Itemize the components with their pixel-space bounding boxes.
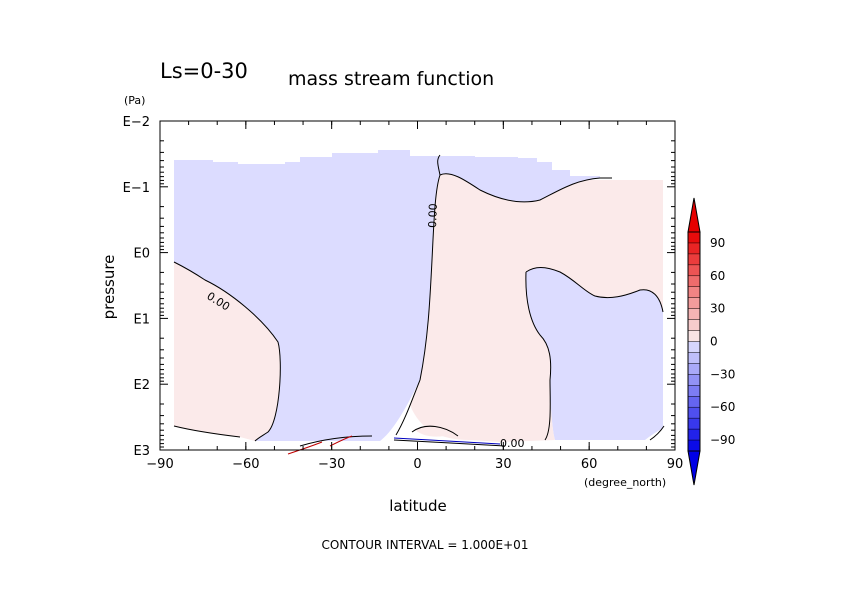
filled-regions <box>174 150 663 442</box>
colorbar: 90 60 30 0 −30 −60 −90 <box>687 197 735 486</box>
contour-zero-right <box>525 267 664 313</box>
colorbar-swatch <box>688 352 700 364</box>
colorbar-tick-label: 60 <box>710 269 725 283</box>
x-tick-label: 0 <box>413 457 421 472</box>
colorbar-swatch <box>688 242 700 255</box>
y-units-label: (Pa) <box>124 94 145 107</box>
contour-zero-left <box>173 261 281 442</box>
contour-lines <box>173 154 665 447</box>
colorbar-swatch <box>688 396 700 408</box>
colorbar-swatch <box>688 374 700 386</box>
colorbar-swatch <box>688 308 700 321</box>
colorbar-swatch <box>688 418 700 430</box>
y-tick-label: E0 <box>134 247 151 262</box>
colorbar-tick-label: −60 <box>710 400 735 414</box>
colorbar-swatch <box>688 264 700 277</box>
colorbar-swatch <box>688 319 700 332</box>
contour-near-surface-1 <box>299 435 373 447</box>
contour-zero-top-right <box>439 173 612 203</box>
chart-title-right: mass stream function <box>288 68 494 90</box>
colorbar-swatch <box>688 253 700 266</box>
colorbar-swatch <box>688 330 700 342</box>
x-tick-label: 90 <box>667 457 684 472</box>
colorbar-swatch <box>688 275 700 288</box>
colorbar-top-arrow <box>687 197 701 233</box>
contour-zero-right-lower <box>525 271 552 441</box>
x-tick-label: −90 <box>146 457 173 472</box>
chart-title-left: Ls=0-30 <box>160 59 248 83</box>
colorbar-tick-label: 30 <box>710 302 725 316</box>
colorbar-tick-label: 0 <box>710 335 718 349</box>
colorbar-swatch <box>688 286 700 299</box>
x-tick-label: 30 <box>495 457 512 472</box>
x-units-label: (degree_north) <box>584 476 666 489</box>
contour-zero-center <box>395 154 441 436</box>
x-tick-label: 60 <box>581 457 598 472</box>
contour-near-surface-right <box>649 425 665 441</box>
x-tick-label: −60 <box>232 457 259 472</box>
colorbar-swatch <box>688 232 700 244</box>
colorbar-swatch <box>688 297 700 310</box>
contour-label-center: 0.00 <box>426 203 440 228</box>
colorbar-tick-label: −30 <box>710 367 735 381</box>
negative-region-right <box>525 267 663 440</box>
y-tick-label: E−2 <box>123 115 150 130</box>
y-axis-label: pressure <box>100 255 118 320</box>
contour-zero-bottom-left <box>173 425 241 438</box>
colorbar-tick-label: −90 <box>710 433 735 447</box>
positive-blob-equator <box>415 426 452 437</box>
contour-positive-near-surface <box>287 441 323 455</box>
contour-zero-equator-blob <box>411 425 459 437</box>
y-tick-label: E3 <box>134 444 151 459</box>
colorbar-swatch <box>688 385 700 397</box>
positive-region-center <box>410 173 663 442</box>
y-axis-ticks: E−2 E−1 E0 E1 E2 E3 <box>123 115 675 459</box>
blue-contour-lines <box>393 437 501 445</box>
minor-ticks <box>159 121 676 450</box>
colorbar-bottom-arrow <box>687 450 701 486</box>
contour-near-surface-2 <box>393 439 506 447</box>
colorbar-swatch <box>688 363 700 375</box>
colorbar-tick-label: 90 <box>710 236 725 250</box>
contour-interval-footer: CONTOUR INTERVAL = 1.000E+01 <box>322 538 529 552</box>
y-tick-label: E2 <box>134 378 151 393</box>
contour-label-bottom: 0.00 <box>500 437 525 450</box>
positive-region-left <box>174 262 281 441</box>
y-tick-label: E−1 <box>123 181 150 196</box>
x-axis-label: latitude <box>389 497 447 515</box>
colorbar-swatch <box>688 341 700 353</box>
contour-negative-near-surface <box>393 437 501 445</box>
x-tick-label: −30 <box>318 457 345 472</box>
colorbar-swatch <box>688 429 700 441</box>
y-tick-label: E1 <box>134 312 151 327</box>
colorbar-swatch <box>688 440 700 452</box>
colorbar-swatch <box>688 407 700 419</box>
